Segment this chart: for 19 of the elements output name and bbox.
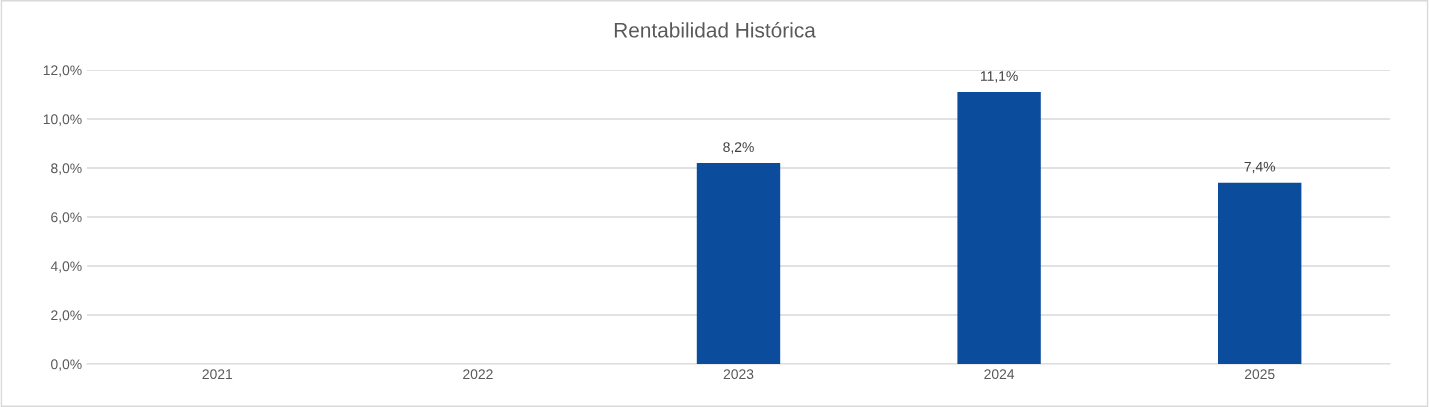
x-tick-label: 2021 xyxy=(202,369,233,380)
bar xyxy=(696,163,781,364)
data-label: 8,2% xyxy=(723,142,754,154)
x-tick-label: 2023 xyxy=(723,369,754,380)
y-tick-label: 0,0% xyxy=(51,359,82,371)
chart-title: Rentabilidad Histórica xyxy=(614,22,816,38)
data-label: 11,1% xyxy=(980,71,1018,83)
y-tick-label: 2,0% xyxy=(51,310,82,322)
data-label: 7,4% xyxy=(1244,161,1276,174)
x-tick-label: 2024 xyxy=(984,369,1015,380)
bar xyxy=(957,92,1041,364)
y-tick-label: 8,0% xyxy=(51,163,82,175)
bar xyxy=(1218,182,1302,364)
y-tick-label: 4,0% xyxy=(50,261,82,273)
x-tick-label: 2022 xyxy=(463,369,493,380)
y-tick-label: 6,0% xyxy=(51,212,82,224)
y-tick-label: 12,0% xyxy=(43,65,82,77)
y-tick-label: 10,0% xyxy=(43,114,82,126)
x-tick-label: 2025 xyxy=(1244,369,1275,380)
